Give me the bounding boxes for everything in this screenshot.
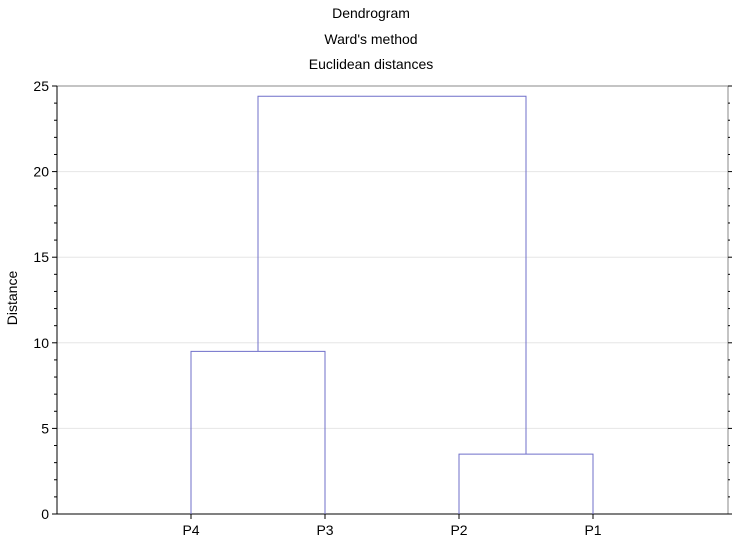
y-ticks: 0 5 10 15 20 25 [33, 78, 732, 522]
y-tick-label-0: 0 [41, 506, 49, 522]
axes [56, 85, 729, 515]
y-tick-label-15: 15 [33, 249, 49, 265]
link-P2-P1 [458, 453, 594, 514]
x-tick-label-P4: P4 [182, 522, 199, 538]
link-P4-P3-P2-P1 [257, 95, 527, 455]
link-P4-P3 [190, 350, 326, 514]
x-tick-label-P2: P2 [450, 522, 467, 538]
plot-frame [56, 85, 729, 515]
x-ticks: P4 P3 P2 P1 [182, 514, 602, 538]
y-tick-label-5: 5 [41, 420, 49, 436]
y-axis-label: Distance [4, 271, 20, 326]
chart-title: Dendrogram [332, 5, 410, 21]
dendrogram-links [190, 95, 594, 514]
chart-subtitle: Ward's method [324, 31, 417, 47]
x-tick-label-P1: P1 [584, 522, 601, 538]
y-tick-label-20: 20 [33, 164, 49, 180]
chart-subtitle-2: Euclidean distances [309, 56, 434, 72]
gridlines [57, 171, 728, 429]
x-tick-label-P3: P3 [316, 522, 333, 538]
y-tick-label-10: 10 [33, 335, 49, 351]
y-tick-label-25: 25 [33, 78, 49, 94]
